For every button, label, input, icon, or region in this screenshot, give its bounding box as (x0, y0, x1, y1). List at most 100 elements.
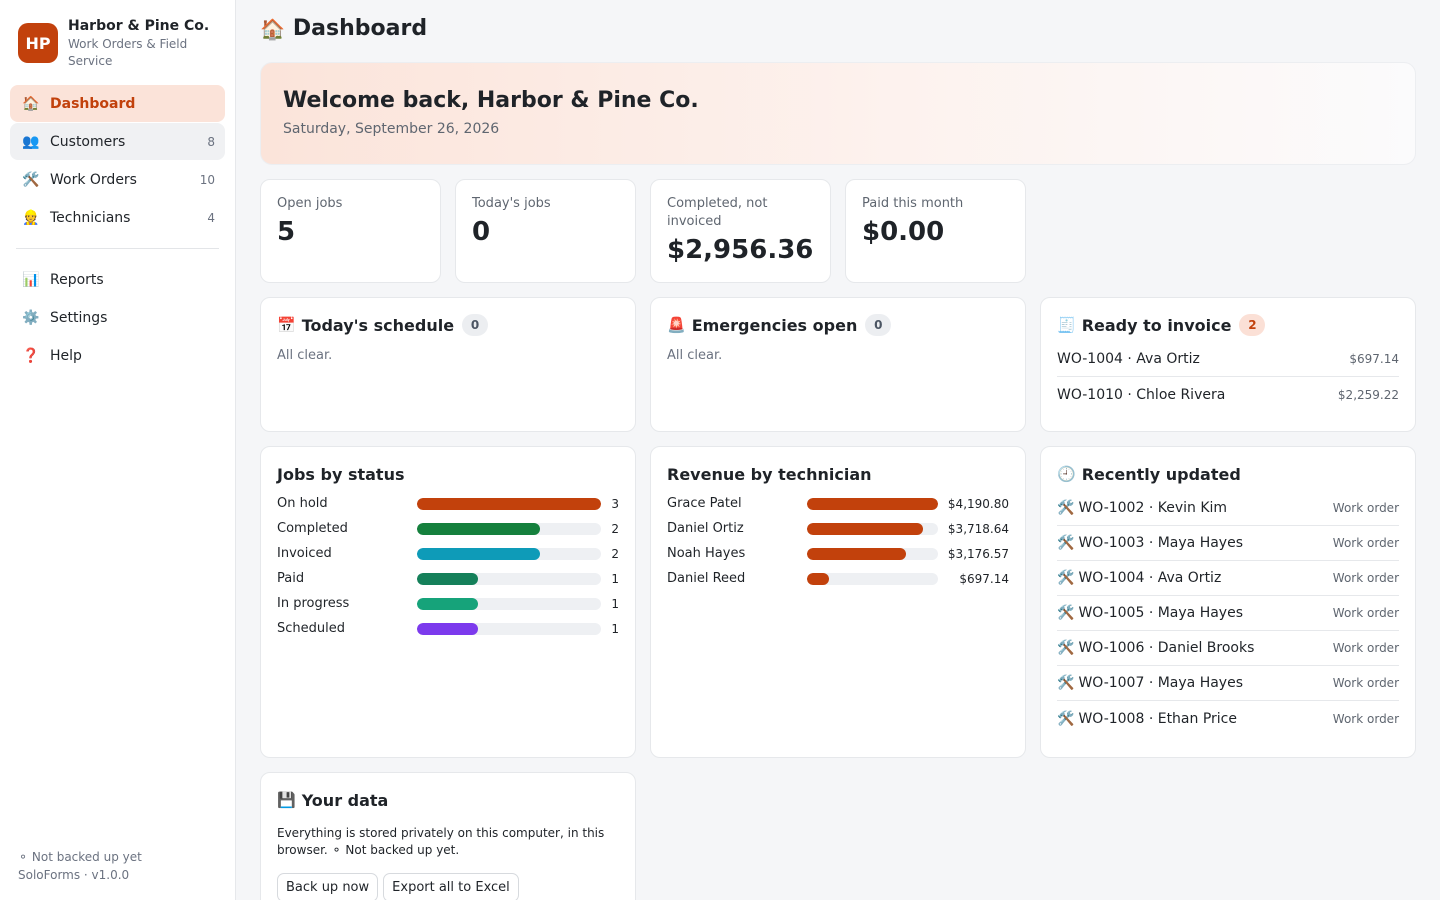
sidebar-item-label: Dashboard (50, 95, 136, 112)
page-title-text: Dashboard (292, 16, 428, 41)
recent-row[interactable]: 🛠️ WO-1002 · Kevin Kim Work order (1057, 491, 1399, 526)
status-label: Scheduled (277, 621, 345, 636)
clock-icon: 🕘 (1057, 465, 1076, 483)
invoice-amount: $697.14 (1349, 352, 1399, 366)
recently-updated-card: 🕘 Recently updated 🛠️ WO-1002 · Kevin Kim… (1040, 446, 1416, 758)
status-bar-fill (417, 622, 479, 635)
recent-type: Work order (1332, 536, 1399, 550)
stat-value: $2,956.36 (667, 235, 814, 265)
revenue-bar-track (807, 497, 938, 510)
brand-text: Harbor & Pine Co. Work Orders & Field Se… (68, 16, 218, 70)
status-bar-fill (417, 547, 540, 560)
recent-row[interactable]: 🛠️ WO-1003 · Maya Hayes Work order (1057, 526, 1399, 561)
brand-logo: HP (18, 23, 58, 63)
card-header: 🕘 Recently updated (1057, 463, 1399, 485)
data-description: Everything is stored privately on this c… (277, 826, 605, 857)
back-up-now-button[interactable]: Back up now (277, 873, 379, 900)
status-row: On hold 3 (277, 491, 619, 516)
sidebar-item-customers[interactable]: 👥 Customers 8 (10, 123, 225, 160)
status-bar-track (417, 497, 601, 510)
revenue-label: Daniel Ortiz (667, 521, 744, 536)
stat-value: 5 (277, 217, 296, 247)
revenue-label: Grace Patel (667, 496, 742, 511)
stat-label: Paid this month (862, 196, 964, 211)
card-header: 🚨 Emergencies open 0 (667, 314, 1009, 336)
help-icon: ❓ (22, 347, 40, 364)
chart-icon: 📊 (22, 271, 40, 288)
recent-item: 🛠️ WO-1007 · Maya Hayes (1057, 675, 1243, 691)
calendar-icon: 📅 (277, 316, 296, 334)
recent-label: WO-1006 · Daniel Brooks (1078, 640, 1255, 656)
sidebar-item-label: Work Orders (50, 171, 137, 188)
invoice-row[interactable]: WO-1010 · Chloe Rivera $2,259.22 (1057, 377, 1399, 412)
recent-type: Work order (1332, 606, 1399, 620)
revenue-bar-track (807, 522, 938, 535)
invoice-label: WO-1004 · Ava Ortiz (1057, 351, 1200, 367)
tools-icon: 🛠️ (1057, 710, 1075, 727)
recent-item: 🛠️ WO-1002 · Kevin Kim (1057, 500, 1227, 516)
revenue-bar-fill (807, 497, 938, 510)
backup-status: ⚬ Not backed up yet (18, 850, 142, 864)
status-value: 1 (611, 571, 619, 586)
status-bar-fill (417, 522, 540, 535)
invoice-row[interactable]: WO-1004 · Ava Ortiz $697.14 (1057, 342, 1399, 377)
tools-icon: 🛠️ (1057, 640, 1075, 656)
revenue-row: Noah Hayes $3,176.57 (667, 541, 1009, 566)
sidebar-item-dashboard[interactable]: 🏠 Dashboard (10, 85, 225, 122)
revenue-row: Grace Patel $4,190.80 (667, 491, 1009, 516)
recent-row[interactable]: 🛠️ WO-1004 · Ava Ortiz Work order (1057, 561, 1399, 596)
revenue-value: $3,176.57 (947, 546, 1009, 561)
recent-row[interactable]: 🛠️ WO-1005 · Maya Hayes Work order (1057, 596, 1399, 631)
sidebar-item-reports[interactable]: 📊 Reports (10, 261, 225, 298)
revenue-label: Noah Hayes (667, 546, 746, 561)
worker-icon: 👷 (22, 209, 40, 226)
sidebar-divider (16, 248, 219, 249)
recent-row[interactable]: 🛠️ WO-1008 · Ethan Price Work order (1057, 701, 1399, 736)
recent-row[interactable]: 🛠️ WO-1006 · Daniel Brooks Work order (1057, 631, 1399, 666)
revenue-value: $3,718.64 (947, 521, 1009, 536)
status-row: Scheduled 1 (277, 616, 619, 641)
count-badge: 2 (1239, 314, 1266, 336)
sidebar-item-work-orders[interactable]: 🛠️ Work Orders 10 (10, 161, 225, 198)
users-icon: 👥 (22, 133, 40, 150)
status-value: 1 (611, 621, 619, 636)
brand-name: Harbor & Pine Co. (68, 18, 210, 34)
home-icon: 🏠 (22, 95, 40, 112)
recent-row[interactable]: 🛠️ WO-1007 · Maya Hayes Work order (1057, 666, 1399, 701)
recent-type: Work order (1332, 676, 1399, 690)
status-label: Completed (277, 521, 348, 536)
stat-value: 0 (472, 217, 491, 247)
card-title: Today's schedule (301, 315, 455, 335)
revenue-bar-list: Grace Patel $4,190.80 Daniel Ortiz $3,718.6… (667, 491, 1009, 591)
recent-type: Work order (1332, 711, 1399, 726)
card-title: Revenue by technician (667, 464, 872, 484)
status-bar-track (417, 622, 601, 635)
recent-item: 🛠️ WO-1003 · Maya Hayes (1057, 535, 1243, 551)
revenue-bar-fill (807, 547, 907, 560)
ready-to-invoice-card: 🧾 Ready to invoice 2 WO-1004 · Ava Ortiz… (1040, 297, 1416, 432)
tools-icon: 🛠️ (1057, 570, 1075, 586)
home-icon: 🏠 (260, 16, 285, 41)
status-value: 2 (611, 521, 619, 536)
sidebar-item-settings[interactable]: ⚙️ Settings (10, 299, 225, 336)
revenue-value: $697.14 (959, 571, 1009, 586)
brand-subtitle: Work Orders & Field Service (68, 37, 188, 68)
stat-label: Open jobs (277, 196, 343, 211)
empty-state: All clear. (277, 348, 333, 363)
recent-label: WO-1003 · Maya Hayes (1078, 535, 1243, 551)
jobs-by-status-card: Jobs by status On hold 3 Completed 2 Invoice… (260, 446, 636, 758)
status-bar-track (417, 547, 601, 560)
floppy-disk-icon: 💾 (277, 791, 296, 809)
stat-label: Today's jobs (472, 196, 551, 211)
status-label: In progress (277, 596, 350, 611)
sidebar-item-help[interactable]: ❓ Help (10, 337, 225, 374)
sidebar-item-technicians[interactable]: 👷 Technicians 4 (10, 199, 225, 236)
card-title: Jobs by status (277, 464, 405, 484)
stat-completed-not-invoiced: Completed, not invoiced $2,956.36 (650, 179, 831, 283)
sidebar-item-count: 10 (199, 172, 215, 187)
revenue-bar-fill (807, 572, 829, 585)
status-label: Invoiced (277, 546, 332, 561)
card-title: Your data (301, 790, 389, 810)
export-excel-button[interactable]: Export all to Excel (383, 873, 519, 900)
recent-item: 🛠️ WO-1005 · Maya Hayes (1057, 605, 1243, 621)
